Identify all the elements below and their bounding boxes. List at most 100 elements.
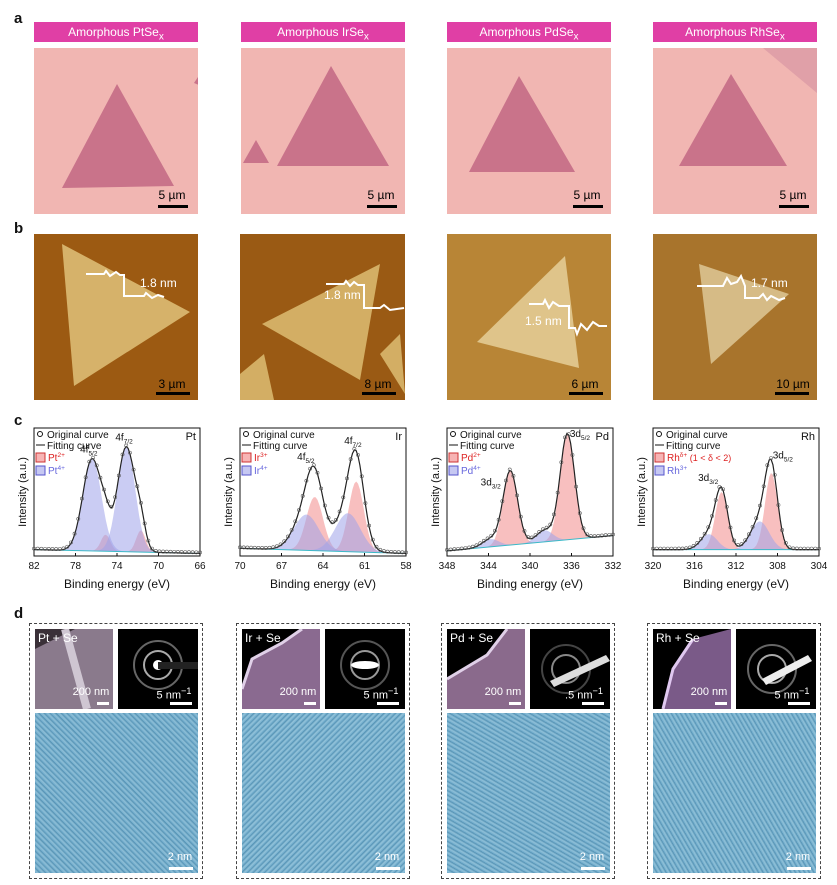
original-point xyxy=(600,533,604,538)
original-point xyxy=(806,546,810,551)
flake-small-triangle xyxy=(243,140,269,163)
legend-ox2-label: Ir4+ xyxy=(254,465,268,477)
original-point xyxy=(289,528,294,532)
original-point xyxy=(529,535,534,540)
tem-group-ir: Ir + Se 200 nm 5 nm−1 2 nm xyxy=(236,623,410,879)
original-point xyxy=(710,514,714,518)
height-profile xyxy=(326,279,405,312)
original-point xyxy=(787,545,792,550)
x-tick-label: 304 xyxy=(811,561,828,572)
optical-flake-ir xyxy=(243,66,389,166)
original-point xyxy=(448,547,453,552)
original-point xyxy=(76,516,81,521)
original-point xyxy=(695,541,700,545)
height-profile xyxy=(86,269,165,300)
x-tick-label: 308 xyxy=(769,561,786,572)
xps-chart-pd: 348 344 340 336 332 Binding energy (eV) Intens… xyxy=(430,427,622,591)
original-point xyxy=(238,545,242,550)
peak-label: 3d5/2 xyxy=(570,429,591,442)
original-point xyxy=(552,512,556,517)
eds-shape xyxy=(447,629,525,709)
saed-pattern-pt: 5 nm−1 xyxy=(118,629,198,709)
saed-scale-bar xyxy=(788,702,810,705)
legend-ox1-label: Pt2+ xyxy=(48,452,65,464)
original-point xyxy=(370,537,375,542)
y-axis-label: Intensity (a.u.) xyxy=(430,457,442,527)
original-point xyxy=(334,518,338,522)
original-point xyxy=(308,466,312,471)
original-point xyxy=(61,546,66,551)
scale-bar xyxy=(156,392,190,395)
height-profile xyxy=(697,273,786,302)
legend-ox2-swatch xyxy=(448,465,459,476)
banner-text: Amorphous PdSe xyxy=(479,25,574,39)
original-point xyxy=(507,467,512,472)
scale-label: 6 µm xyxy=(571,377,599,391)
saed-scale-exp: −1 xyxy=(181,686,192,696)
original-point xyxy=(687,545,692,550)
original-point xyxy=(91,455,95,460)
legend-fitting-label: Fitting curve xyxy=(460,441,515,452)
x-axis-label: Binding energy (eV) xyxy=(477,577,583,591)
eds-map-ir: Ir + Se 200 nm xyxy=(242,629,320,709)
original-point xyxy=(544,525,549,530)
eds-scale-label: 200 nm xyxy=(690,686,728,698)
original-point xyxy=(352,446,357,451)
original-point xyxy=(743,538,748,543)
original-point xyxy=(813,546,818,551)
saed-pattern-ir: 5 nm−1 xyxy=(325,629,405,709)
original-point xyxy=(673,546,678,551)
original-point xyxy=(271,545,276,550)
x-tick-label: 78 xyxy=(70,561,82,572)
banner-pt: Amorphous PtSex xyxy=(34,22,198,42)
xps-chart-pt: 82 78 74 70 66 Binding energy (eV) Intensity (… xyxy=(17,427,206,591)
eds-scale-bar xyxy=(509,702,521,705)
banner-pd: Amorphous PdSex xyxy=(447,22,611,42)
peak-label: 3d5/2 xyxy=(773,451,794,464)
eds-tag: Ir + Se xyxy=(245,631,281,645)
eds-scale-bar xyxy=(97,702,109,705)
original-point xyxy=(297,508,301,512)
original-point xyxy=(378,547,383,552)
flake-triangle xyxy=(469,76,575,172)
original-point xyxy=(35,546,40,551)
hrtem-scale-bar xyxy=(169,867,193,870)
peak-label: 4f5/2 xyxy=(80,445,98,458)
original-point xyxy=(102,487,106,492)
original-point xyxy=(32,546,36,551)
x-axis-label: Binding energy (eV) xyxy=(64,577,170,591)
x-tick-label: 70 xyxy=(234,561,246,572)
hrtem-image-pd: 2 nm xyxy=(447,713,610,873)
original-point xyxy=(124,443,129,448)
flake-triangle xyxy=(699,264,789,364)
x-tick-label: 320 xyxy=(645,561,662,572)
original-point xyxy=(739,542,744,547)
background-line xyxy=(446,535,614,552)
original-point xyxy=(183,550,188,554)
x-axis-label: Binding energy (eV) xyxy=(270,577,376,591)
original-point xyxy=(249,545,253,550)
banner-rh: Amorphous RhSex xyxy=(653,22,817,42)
original-point xyxy=(761,484,766,489)
legend-original-label: Original curve xyxy=(460,430,522,441)
optical-flake-pt xyxy=(62,77,198,188)
original-point xyxy=(456,546,460,551)
x-tick-label: 336 xyxy=(563,561,580,572)
legend-ox2-label: Pt4+ xyxy=(48,465,65,477)
fitting-curve xyxy=(34,445,200,554)
original-point xyxy=(128,450,132,455)
original-point xyxy=(526,535,531,540)
original-point xyxy=(669,546,674,551)
banner-text: Amorphous PtSe xyxy=(68,25,159,39)
original-point xyxy=(680,546,685,551)
scale-label: 5 µm xyxy=(367,188,395,202)
original-point xyxy=(179,550,184,554)
flake-corner xyxy=(763,48,817,93)
original-point xyxy=(142,521,147,526)
original-point xyxy=(337,509,342,514)
original-point xyxy=(50,547,55,551)
saed-scale-value: 5 nm xyxy=(363,689,388,702)
original-point xyxy=(278,542,283,547)
tem-group-rh: Rh + Se 200 nm 5 nm−1 2 nm xyxy=(647,623,821,879)
saed-scale-label: 5 nm−1 xyxy=(359,686,403,702)
